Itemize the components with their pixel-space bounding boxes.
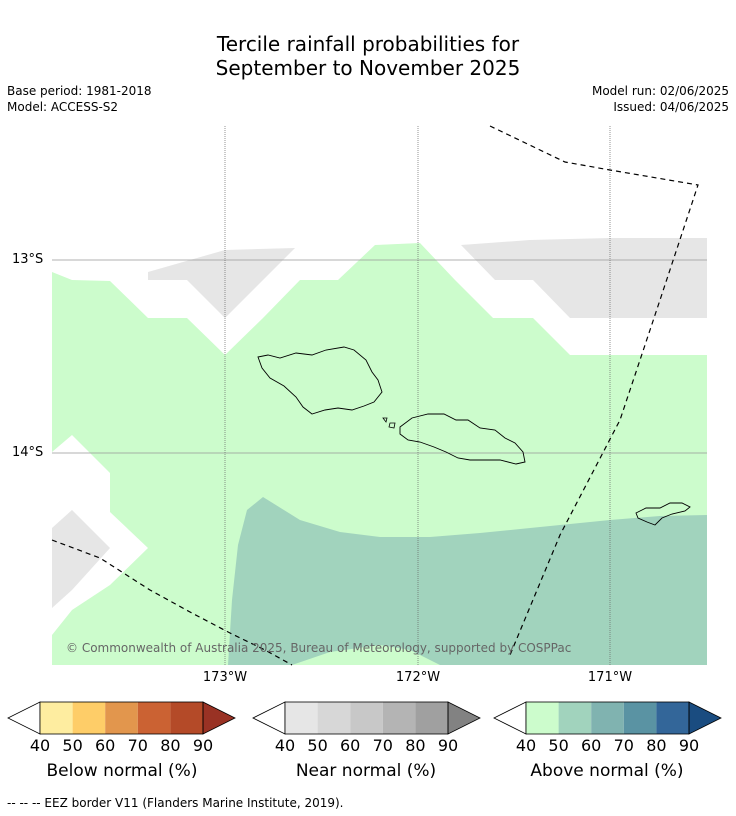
eez-border-east [489, 125, 699, 656]
model-run: Model run: 02/06/2025 [591, 84, 729, 98]
apolima-island-outline [382, 417, 388, 423]
lon-label-172w: 172°W [395, 670, 441, 685]
colorbar-near-swatch-3 [350, 702, 383, 734]
colorbar-below-swatch-2 [72, 702, 106, 734]
colorbar-above-tick: 80 [646, 736, 667, 755]
model-name: Model: ACCESS-S2 [7, 100, 119, 114]
colorbar-near-swatch-2 [317, 702, 351, 734]
colorbar-above-swatch-2 [558, 702, 592, 734]
colorbar-near-right-arrow [447, 701, 481, 735]
colorbar-above-swatch-3 [591, 702, 624, 734]
colorbar-near-tick: 70 [372, 736, 393, 755]
colorbar-near [252, 701, 481, 735]
colorbar-below-label: Below normal (%) [46, 761, 198, 781]
colorbar-above-tick: 40 [515, 736, 537, 755]
colorbar-above-right-arrow [688, 701, 722, 735]
lat-label-13s: 13°S [12, 252, 44, 267]
colorbar-below-tick: 60 [95, 736, 116, 755]
colorbar-below-swatch-4 [137, 702, 171, 734]
map-title-line1: Tercile rainfall probabilities for [216, 32, 520, 56]
colorbar-near-tick: 80 [405, 736, 426, 755]
colorbar-near-tick: 90 [437, 736, 459, 755]
colorbar-below-swatch-1 [40, 702, 73, 734]
lat-label-14s: 14°S [12, 445, 44, 460]
colorbar-above-tick: 90 [678, 736, 700, 755]
colorbar-below-right-arrow [202, 701, 236, 735]
colorbar-near-swatch-4 [382, 702, 416, 734]
lon-label-171w: 171°W [587, 670, 633, 685]
map-title-line2: September to November 2025 [215, 56, 521, 80]
colorbar-above [493, 701, 722, 735]
savaii-island-outline [257, 346, 383, 415]
colorbar-above-tick: 60 [581, 736, 602, 755]
colorbar-below-tick: 40 [29, 736, 51, 755]
colorbar-above-swatch-1 [526, 702, 559, 734]
colorbar-near-tick: 40 [274, 736, 296, 755]
colorbar-near-label: Near normal (%) [295, 761, 437, 781]
base-period: Base period: 1981-2018 [7, 84, 152, 98]
colorbar-above-tick: 70 [613, 736, 634, 755]
colorbar-above-left-arrow [493, 701, 527, 735]
near-normal-region-southwest [52, 510, 110, 608]
colorbar-below-tick: 70 [127, 736, 148, 755]
near-normal-region-west [148, 248, 295, 318]
colorbar-below-tick: 50 [62, 736, 83, 755]
colorbar-below-swatch-5 [170, 702, 203, 734]
colorbar-below [7, 701, 236, 735]
above-normal-60-region [228, 497, 707, 665]
colorbar-below-tick: 90 [192, 736, 214, 755]
tutuila-island-outline [635, 502, 691, 526]
colorbar-near-swatch-1 [285, 702, 318, 734]
eez-border-west [51, 539, 293, 666]
issued-date: Issued: 04/06/2025 [613, 100, 729, 114]
colorbar-above-label: Above normal (%) [530, 761, 684, 781]
copyright-notice: © Commonwealth of Australia 2025, Bureau… [66, 641, 572, 655]
colorbar-above-swatch-4 [623, 702, 657, 734]
colorbar-below-tick: 80 [160, 736, 181, 755]
colorbar-near-tick: 60 [340, 736, 361, 755]
colorbar-below-swatch-3 [105, 702, 138, 734]
colorbar-near-left-arrow [252, 701, 286, 735]
colorbar-below-left-arrow [7, 701, 41, 735]
colorbar-near-swatch-5 [415, 702, 448, 734]
upolu-island-outline [399, 413, 526, 465]
lon-label-173w: 173°W [202, 670, 248, 685]
manono-island-outline [388, 422, 396, 429]
eez-border-footnote: -- -- -- EEZ border V11 (Flanders Marine… [7, 796, 344, 810]
colorbar-above-tick: 50 [548, 736, 569, 755]
colorbar-above-swatch-5 [656, 702, 689, 734]
colorbar-near-tick: 50 [307, 736, 328, 755]
near-normal-region-east [461, 238, 707, 318]
